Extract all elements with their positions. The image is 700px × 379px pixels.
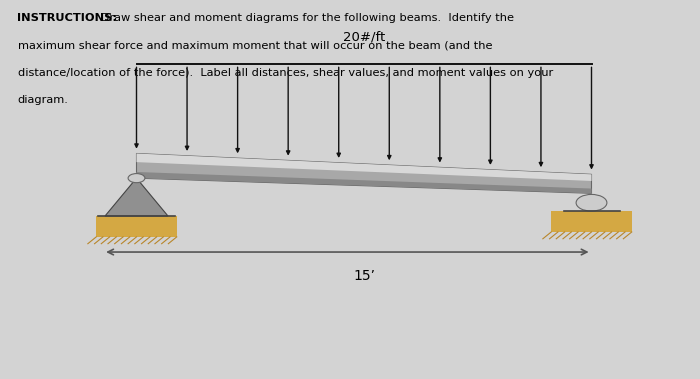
Polygon shape	[136, 153, 592, 181]
Circle shape	[576, 194, 607, 211]
Text: diagram.: diagram.	[18, 95, 69, 105]
Polygon shape	[105, 178, 168, 216]
Text: distance/location of the force).  Label all distances, shear values, and moment : distance/location of the force). Label a…	[18, 68, 553, 78]
Bar	[97, 216, 176, 237]
Text: 20#/ft: 20#/ft	[343, 31, 385, 44]
Bar	[552, 211, 631, 232]
Circle shape	[128, 174, 145, 183]
Text: Draw shear and moment diagrams for the following beams.  Identify the: Draw shear and moment diagrams for the f…	[97, 13, 514, 23]
Text: maximum shear force and maximum moment that will occur on the beam (and the: maximum shear force and maximum moment t…	[18, 41, 492, 50]
Text: 15’: 15’	[353, 269, 375, 283]
Polygon shape	[136, 153, 592, 193]
Polygon shape	[136, 172, 592, 193]
Text: INSTRUCTIONS:: INSTRUCTIONS:	[18, 13, 118, 23]
